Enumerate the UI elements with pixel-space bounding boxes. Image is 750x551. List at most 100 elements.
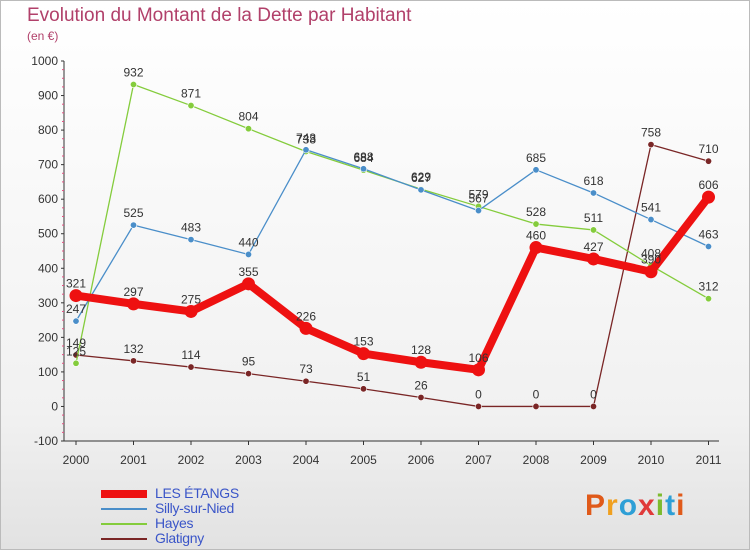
data-label: 355 <box>238 265 258 279</box>
legend-swatch <box>101 490 147 498</box>
x-tick-label: 2003 <box>235 453 262 467</box>
y-tick-label: 1000 <box>31 54 58 68</box>
data-label: 312 <box>698 280 718 294</box>
y-tick-label: 0 <box>51 399 58 413</box>
data-point <box>187 363 195 371</box>
series-line <box>75 149 710 322</box>
logo-letter: o <box>618 489 639 522</box>
data-point <box>245 250 253 258</box>
y-tick-label: 800 <box>38 123 58 137</box>
data-label: 627 <box>411 171 431 185</box>
data-label: 567 <box>468 192 488 206</box>
y-tick-label: 700 <box>38 158 58 172</box>
logo-letter: P <box>585 489 607 522</box>
chart-title: Evolution du Montant de la Dette par Hab… <box>27 5 412 26</box>
x-tick-label: 2001 <box>120 453 147 467</box>
data-point <box>130 80 138 88</box>
legend-label: Hayes <box>155 515 194 531</box>
y-tick-label: 900 <box>38 89 58 103</box>
data-point <box>359 385 367 393</box>
data-label: 132 <box>123 342 143 356</box>
data-point <box>72 359 80 367</box>
data-label: 685 <box>526 151 546 165</box>
data-label: 483 <box>181 221 201 235</box>
data-label: 629 <box>411 170 431 184</box>
data-point <box>647 216 655 224</box>
data-point <box>589 189 597 197</box>
data-label: 618 <box>583 174 603 188</box>
data-label: 758 <box>641 126 661 140</box>
y-tick-label: 300 <box>38 296 58 310</box>
x-tick-label: 2009 <box>580 453 607 467</box>
data-label: 684 <box>353 151 373 165</box>
data-label: 297 <box>123 285 143 299</box>
data-point <box>474 402 482 410</box>
logo-letter: r <box>606 489 619 522</box>
y-tick-label: 400 <box>38 261 58 275</box>
data-point <box>187 236 195 244</box>
series-line <box>75 143 710 408</box>
x-tick-label: 2005 <box>350 453 377 467</box>
data-label: 606 <box>698 178 718 192</box>
chart-subtitle: (en €) <box>27 29 59 43</box>
data-label: 579 <box>468 187 488 201</box>
data-point <box>529 241 543 255</box>
data-label: 871 <box>181 87 201 101</box>
data-label: 738 <box>296 133 316 147</box>
data-label: 525 <box>123 206 143 220</box>
logo-letter: i <box>676 489 686 522</box>
data-label: 440 <box>238 235 258 249</box>
data-label: 0 <box>475 387 482 401</box>
data-point <box>130 357 138 365</box>
data-point <box>72 317 80 325</box>
data-label: 0 <box>533 387 540 401</box>
data-point <box>417 186 425 194</box>
data-point <box>472 363 485 377</box>
data-label: 541 <box>641 201 661 215</box>
legend-label: Glatigny <box>155 530 204 546</box>
data-point <box>69 289 83 303</box>
legend-swatch <box>101 523 147 525</box>
x-tick-label: 2007 <box>465 453 492 467</box>
data-point <box>245 370 253 378</box>
data-point <box>302 377 310 385</box>
data-point <box>704 157 712 165</box>
logo-letter: t <box>665 489 677 522</box>
data-label: 226 <box>296 309 316 323</box>
data-label: 114 <box>181 348 200 362</box>
logo-letter: x <box>638 489 656 522</box>
data-label: 153 <box>353 335 373 349</box>
data-label: 427 <box>583 240 603 254</box>
data-label: 128 <box>411 343 431 357</box>
data-label: 710 <box>698 142 718 156</box>
data-point <box>359 165 367 173</box>
data-point <box>532 166 540 174</box>
legend-swatch <box>101 538 147 540</box>
data-point <box>532 220 540 228</box>
data-label: 688 <box>353 150 373 164</box>
data-point <box>245 125 253 133</box>
data-label: 125 <box>66 344 86 358</box>
data-label: 804 <box>238 110 258 124</box>
data-point <box>184 304 198 318</box>
series-line <box>75 83 710 364</box>
y-tick-label: 500 <box>38 227 58 241</box>
y-tick-label: 600 <box>38 192 58 206</box>
data-point <box>532 402 540 410</box>
y-tick-label: -100 <box>34 434 58 448</box>
x-tick-label: 2000 <box>63 453 90 467</box>
data-point <box>130 221 138 229</box>
x-tick-label: 2006 <box>408 453 435 467</box>
data-label: 460 <box>526 229 546 243</box>
data-point <box>644 265 658 279</box>
data-label: 463 <box>698 228 718 242</box>
data-point <box>587 252 600 266</box>
data-label: 932 <box>123 65 143 79</box>
data-point <box>474 207 482 215</box>
data-label: 51 <box>357 370 371 384</box>
x-tick-label: 2004 <box>293 453 320 467</box>
logo-letter: i <box>655 489 666 522</box>
data-point <box>357 347 370 361</box>
